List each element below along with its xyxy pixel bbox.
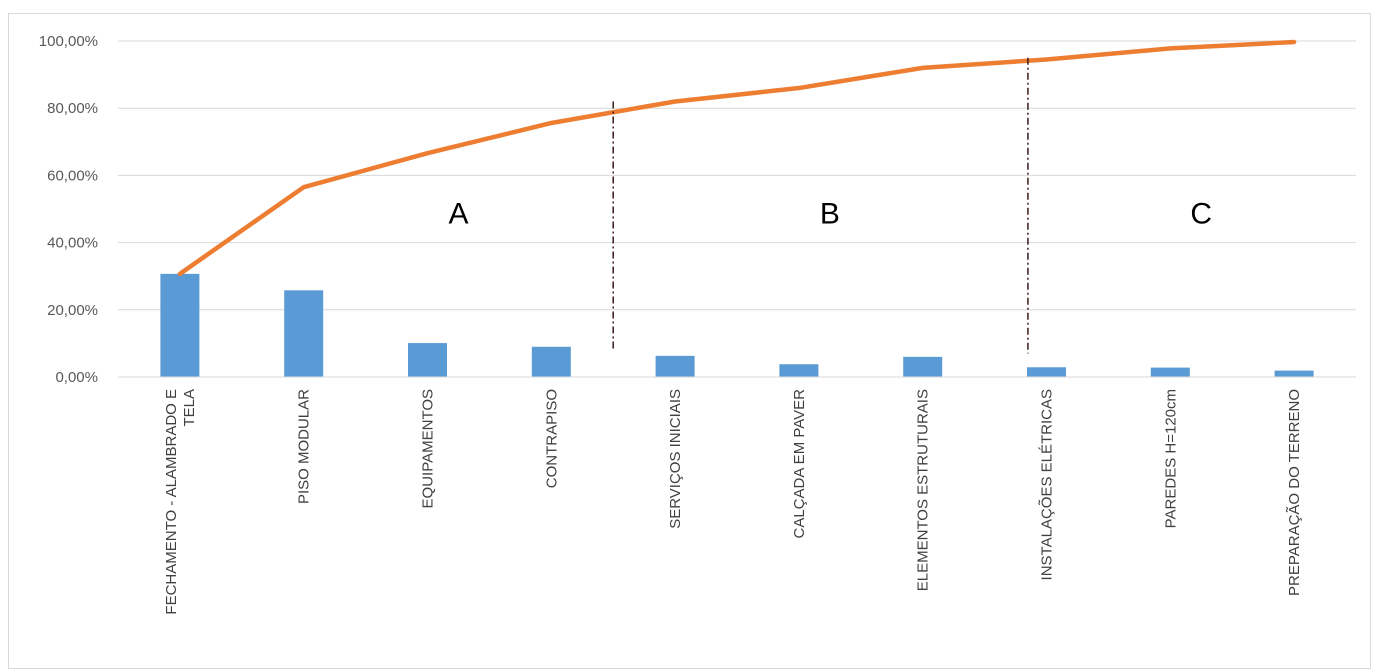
bar-series [160,273,1314,377]
zone-dividers [612,57,1029,354]
x-category-label-line: ELEMENTOS ESTRUTURAIS [915,389,932,591]
y-axis-ticks: 0,00% 20,00% 40,00% 60,00% 80,00% 100,00% [39,33,98,386]
x-category-label: FECHAMENTO - ALAMBRADO E TELA [163,389,198,615]
x-axis-category-labels: FECHAMENTO - ALAMBRADO E TELA PISO MODULAR… [163,389,1303,615]
zone-label: B [820,197,840,230]
y-tick-label: 40,00% [47,235,98,252]
y-tick-label: 100,00% [39,33,98,50]
x-category-label-line: EQUIPAMENTOS [420,389,437,508]
x-category-label: PISO MODULAR [296,389,313,504]
x-category-label-line: PAREDES H=120cm [1162,389,1179,528]
zone-label: C [1190,197,1212,230]
x-category-label-line: PREPARAÇÃO DO TERRENO [1286,389,1303,596]
zone-labels: A B C [448,197,1212,230]
bar [903,356,943,377]
x-category-label-line: SERVIÇOS INICIAIS [667,389,684,529]
bar [1274,370,1314,377]
y-tick-label: 60,00% [47,167,98,184]
y-tick-label: 0,00% [55,369,98,386]
x-category-label-line: CALÇADA EM PAVER [791,389,808,539]
bar [1027,367,1066,377]
x-category-label: CONTRAPISO [543,389,560,488]
bar [779,364,819,377]
x-category-label-line: CONTRAPISO [543,389,560,488]
cumulative-line-series [177,39,1297,277]
cumulative-line [177,39,1297,277]
x-category-label-line: TELA [181,389,198,427]
x-category-label: PAREDES H=120cm [1162,389,1179,528]
gridlines [118,40,1356,311]
x-category-label: INSTALAÇÕES ELÉTRICAS [1039,389,1056,580]
x-category-label-line: INSTALAÇÕES ELÉTRICAS [1039,389,1056,580]
chart-frame [8,13,1371,669]
x-category-label-line: FECHAMENTO - ALAMBRADO E [163,389,180,615]
x-category-label: SERVIÇOS INICIAIS [667,389,684,529]
bar [408,343,447,377]
x-category-label: PREPARAÇÃO DO TERRENO [1286,389,1303,596]
bar [1150,367,1190,377]
zone-label: A [448,197,468,230]
bar [531,346,571,377]
y-tick-label: 20,00% [47,302,98,319]
y-tick-label: 80,00% [47,100,98,117]
bar [160,273,200,377]
x-category-label: CALÇADA EM PAVER [791,389,808,539]
bar [284,290,324,377]
bar [655,355,695,377]
x-category-label-line: PISO MODULAR [296,389,313,504]
x-category-label: ELEMENTOS ESTRUTURAIS [915,389,932,591]
x-category-label: EQUIPAMENTOS [420,389,437,508]
